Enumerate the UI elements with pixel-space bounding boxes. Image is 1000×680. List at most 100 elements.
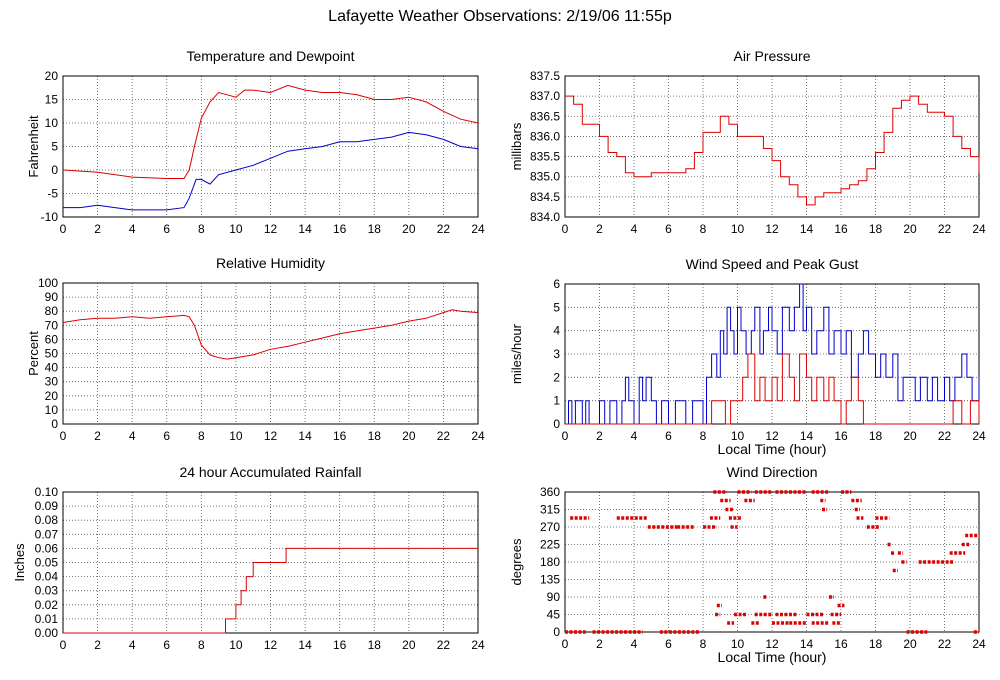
humidity-ytick-label: 30 — [45, 375, 59, 389]
rainfall-xtick-label: 18 — [368, 638, 382, 652]
humidity-xtick-label: 20 — [402, 429, 416, 443]
humidity-ytick-label: 60 — [45, 332, 59, 346]
temperature-xtick-label: 22 — [437, 222, 451, 236]
humidity-xtick-label: 10 — [229, 429, 243, 443]
rainfall-xtick-label: 6 — [163, 638, 170, 652]
temperature-ytick-label: 15 — [45, 93, 59, 107]
wind-plot-frame — [564, 283, 980, 425]
direction-ytick-label: 270 — [540, 520, 560, 534]
temperature-xtick-label: 6 — [163, 222, 170, 236]
rainfall-ytick-label: 0.10 — [35, 485, 59, 499]
rainfall-ytick-label: 0.08 — [35, 513, 59, 527]
direction-plot-frame — [564, 491, 980, 633]
wind-title: Wind Speed and Peak Gust — [686, 256, 859, 272]
humidity-xtick-label: 18 — [368, 429, 382, 443]
direction-xlabel: Local Time (hour) — [718, 649, 827, 665]
humidity-xtick-label: 8 — [198, 429, 205, 443]
rainfall-ytick-label: 0.02 — [35, 598, 59, 612]
direction-ytick-label: 360 — [540, 485, 560, 499]
rainfall-ytick-label: 0.00 — [35, 626, 59, 640]
direction-ytick-label: 0 — [553, 625, 560, 639]
pressure-ytick-label: 834.0 — [530, 210, 560, 224]
rainfall-ytick-label: 0.07 — [35, 527, 59, 541]
direction-xtick-label: 8 — [700, 637, 707, 651]
pressure-xtick-label: 6 — [665, 222, 672, 236]
temperature-ytick-label: 0 — [51, 163, 58, 177]
rainfall-title: 24 hour Accumulated Rainfall — [179, 464, 361, 480]
temperature-xtick-label: 10 — [229, 222, 243, 236]
direction-xtick-label: 14 — [800, 637, 814, 651]
rainfall-xtick-label: 20 — [402, 638, 416, 652]
rainfall-xtick-label: 22 — [437, 638, 451, 652]
humidity-xtick-label: 22 — [437, 429, 451, 443]
direction-ytick-label: 180 — [540, 555, 560, 569]
humidity-ytick-label: 40 — [45, 361, 59, 375]
direction-xtick-label: 16 — [834, 637, 848, 651]
temperature-ytick-label: -5 — [47, 187, 58, 201]
wind-xtick-label: 14 — [800, 429, 814, 443]
humidity-xtick-label: 24 — [471, 429, 485, 443]
wind-xlabel: Local Time (hour) — [718, 441, 827, 457]
wind-xtick-label: 12 — [765, 429, 779, 443]
pressure-xtick-label: 20 — [903, 222, 917, 236]
pressure-xtick-label: 12 — [765, 222, 779, 236]
pressure-ytick-label: 837.0 — [530, 89, 560, 103]
wind-ylabel: miles/hour — [509, 323, 524, 384]
temperature-xtick-label: 4 — [129, 222, 136, 236]
direction-ytick-label: 90 — [547, 590, 561, 604]
pressure-ytick-label: 835.5 — [530, 150, 560, 164]
rainfall-ytick-label: 0.03 — [35, 584, 59, 598]
wind-xtick-label: 16 — [834, 429, 848, 443]
wind-series-1-line — [565, 353, 980, 425]
wind-xtick-label: 22 — [938, 429, 952, 443]
wind-ytick-label: 5 — [553, 300, 560, 314]
pressure-xtick-label: 4 — [631, 222, 638, 236]
rainfall-ytick-label: 0.05 — [35, 556, 59, 570]
wind-ytick-label: 6 — [553, 277, 560, 291]
rainfall-xtick-label: 14 — [298, 638, 312, 652]
temperature-xtick-label: 0 — [60, 222, 67, 236]
rainfall-xtick-label: 2 — [94, 638, 101, 652]
rainfall-xtick-label: 24 — [471, 638, 485, 652]
direction-xtick-label: 6 — [665, 637, 672, 651]
direction-xtick-label: 0 — [562, 637, 569, 651]
humidity-title: Relative Humidity — [216, 255, 325, 271]
temperature-xtick-label: 14 — [298, 222, 312, 236]
temperature-xtick-label: 16 — [333, 222, 347, 236]
direction-ytick-label: 45 — [547, 608, 561, 622]
wind-xtick-label: 24 — [972, 429, 986, 443]
direction-xtick-label: 10 — [731, 637, 745, 651]
direction-xtick-label: 4 — [631, 637, 638, 651]
wind-xtick-label: 20 — [903, 429, 917, 443]
wind-xtick-label: 8 — [700, 429, 707, 443]
wind-ytick-label: 4 — [553, 324, 560, 338]
pressure-xtick-label: 14 — [800, 222, 814, 236]
humidity-ytick-label: 80 — [45, 304, 59, 318]
temperature-plot-frame — [62, 75, 479, 218]
rainfall-ytick-label: 0.01 — [35, 612, 59, 626]
pressure-ytick-label: 835.0 — [530, 170, 560, 184]
wind-xtick-label: 0 — [562, 429, 569, 443]
humidity-xtick-label: 12 — [264, 429, 278, 443]
direction-title: Wind Direction — [726, 464, 817, 480]
pressure-xtick-label: 2 — [596, 222, 603, 236]
temperature-ytick-label: 5 — [51, 140, 58, 154]
temperature-xtick-label: 12 — [264, 222, 278, 236]
humidity-ytick-label: 90 — [45, 290, 59, 304]
wind-xtick-label: 10 — [731, 429, 745, 443]
rainfall-xtick-label: 10 — [229, 638, 243, 652]
pressure-xtick-label: 8 — [700, 222, 707, 236]
pressure-series-0-line — [565, 95, 980, 206]
rainfall-xtick-label: 0 — [60, 638, 67, 652]
wind-ytick-label: 0 — [553, 417, 560, 431]
rainfall-xtick-label: 4 — [129, 638, 136, 652]
pressure-xtick-label: 0 — [562, 222, 569, 236]
temperature-ytick-label: 20 — [45, 69, 59, 83]
rainfall-series-0-line — [63, 547, 478, 634]
temperature-series-0-line — [62, 84, 479, 179]
pressure-ytick-label: 834.5 — [530, 190, 560, 204]
